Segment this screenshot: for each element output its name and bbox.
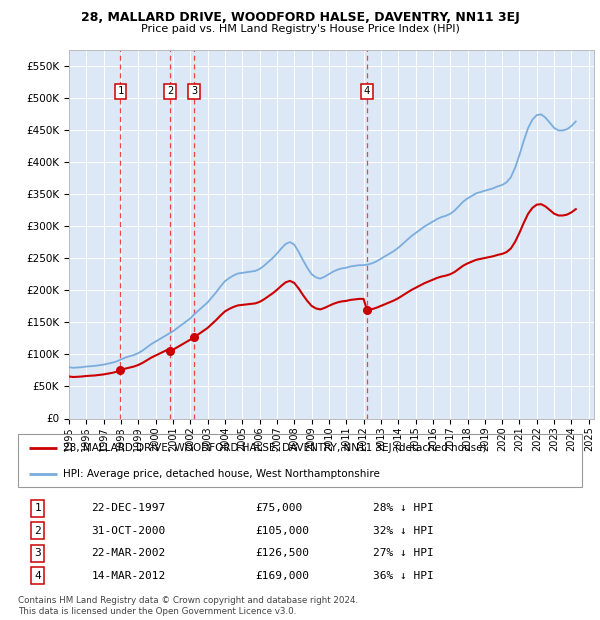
Text: HPI: Average price, detached house, West Northamptonshire: HPI: Average price, detached house, West…	[63, 469, 380, 479]
Text: 36% ↓ HPI: 36% ↓ HPI	[373, 571, 434, 581]
Text: 14-MAR-2012: 14-MAR-2012	[91, 571, 166, 581]
Text: 28, MALLARD DRIVE, WOODFORD HALSE, DAVENTRY, NN11 3EJ (detached house): 28, MALLARD DRIVE, WOODFORD HALSE, DAVEN…	[63, 443, 487, 453]
Text: £169,000: £169,000	[255, 571, 309, 581]
Text: 1: 1	[118, 86, 124, 96]
Text: Price paid vs. HM Land Registry's House Price Index (HPI): Price paid vs. HM Land Registry's House …	[140, 24, 460, 33]
Text: 4: 4	[34, 571, 41, 581]
Text: 22-DEC-1997: 22-DEC-1997	[91, 503, 166, 513]
Text: 22-MAR-2002: 22-MAR-2002	[91, 548, 166, 558]
Text: 2: 2	[167, 86, 173, 96]
Text: £75,000: £75,000	[255, 503, 302, 513]
Text: 1: 1	[34, 503, 41, 513]
Text: £105,000: £105,000	[255, 526, 309, 536]
Text: £126,500: £126,500	[255, 548, 309, 558]
Text: 2: 2	[34, 526, 41, 536]
Text: Contains HM Land Registry data © Crown copyright and database right 2024.
This d: Contains HM Land Registry data © Crown c…	[18, 596, 358, 616]
Text: 31-OCT-2000: 31-OCT-2000	[91, 526, 166, 536]
Text: 32% ↓ HPI: 32% ↓ HPI	[373, 526, 434, 536]
Text: 3: 3	[191, 86, 197, 96]
Text: 4: 4	[364, 86, 370, 96]
Text: 27% ↓ HPI: 27% ↓ HPI	[373, 548, 434, 558]
Text: 28, MALLARD DRIVE, WOODFORD HALSE, DAVENTRY, NN11 3EJ: 28, MALLARD DRIVE, WOODFORD HALSE, DAVEN…	[80, 11, 520, 24]
Text: 28% ↓ HPI: 28% ↓ HPI	[373, 503, 434, 513]
Text: 3: 3	[34, 548, 41, 558]
